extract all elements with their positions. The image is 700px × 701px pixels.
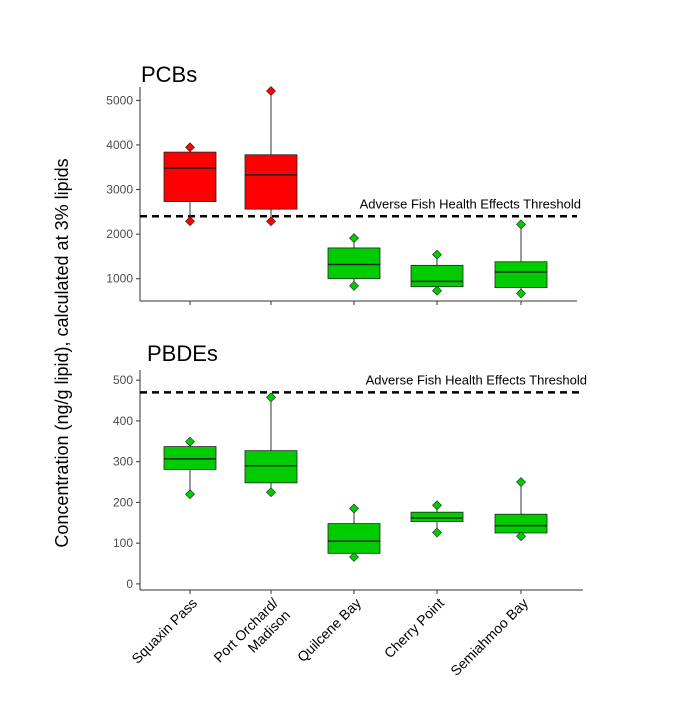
x-category-label: Cherry Point	[381, 595, 447, 661]
x-category-label: Quilcene Bay	[294, 595, 364, 665]
pbde-panel: PBDEs 0 100 200 300 400 500 Adverse Fish Health…	[113, 341, 587, 594]
max-marker	[432, 249, 442, 260]
max-marker	[349, 503, 359, 514]
panel-title: PBDEs	[147, 341, 218, 366]
y-tick-label: 200	[113, 495, 133, 509]
max-marker	[185, 436, 195, 447]
y-tick-label: 0	[126, 577, 133, 591]
box	[410, 511, 464, 522]
box	[327, 523, 381, 554]
min-marker	[349, 552, 359, 562]
box	[163, 151, 217, 202]
x-category-label: Semiahmoo Bay	[447, 595, 531, 679]
box	[494, 513, 548, 534]
max-marker	[266, 392, 276, 403]
min-marker	[349, 280, 359, 291]
threshold-label: Adverse Fish Health Effects Threshold	[366, 372, 587, 387]
max-marker	[185, 142, 195, 153]
threshold-label: Adverse Fish Health Effects Threshold	[360, 196, 581, 211]
y-tick-label: 4000	[106, 138, 133, 152]
box	[163, 446, 217, 470]
y-tick-label: 5000	[106, 93, 133, 107]
x-axis-category-labels: Squaxin Pass Port Orchard/Madison Quilcene…	[128, 595, 531, 679]
max-marker	[266, 86, 276, 96]
max-marker	[432, 500, 442, 511]
y-tick-label: 500	[113, 373, 133, 387]
box	[494, 261, 548, 289]
y-tick-label: 100	[113, 536, 133, 550]
min-marker	[432, 285, 442, 296]
x-category-label: Squaxin Pass	[128, 595, 200, 667]
min-marker	[266, 216, 276, 227]
pcb-panel: PCBs 1000 2000 3000 4000 5000 Adverse Fish Hea…	[106, 62, 581, 305]
y-tick-label: 3000	[106, 183, 133, 197]
y-axis-label: Concentration (ng/g lipid), calculated a…	[52, 158, 72, 547]
y-tick-label: 400	[113, 414, 133, 428]
y-tick-label: 1000	[106, 272, 133, 286]
min-marker	[266, 487, 276, 498]
min-marker	[432, 527, 442, 538]
box	[410, 264, 464, 288]
y-tick-label: 2000	[106, 227, 133, 241]
x-category-label: Port Orchard/Madison	[210, 595, 293, 678]
y-tick-label: 300	[113, 455, 133, 469]
max-marker	[516, 219, 526, 230]
min-marker	[185, 489, 195, 500]
min-marker	[516, 531, 526, 542]
min-marker	[185, 216, 195, 227]
box	[244, 154, 298, 210]
box	[244, 450, 298, 484]
min-marker	[516, 288, 526, 299]
max-marker	[516, 477, 526, 487]
panel-title: PCBs	[141, 62, 197, 87]
box	[327, 247, 381, 280]
max-marker	[349, 233, 359, 244]
